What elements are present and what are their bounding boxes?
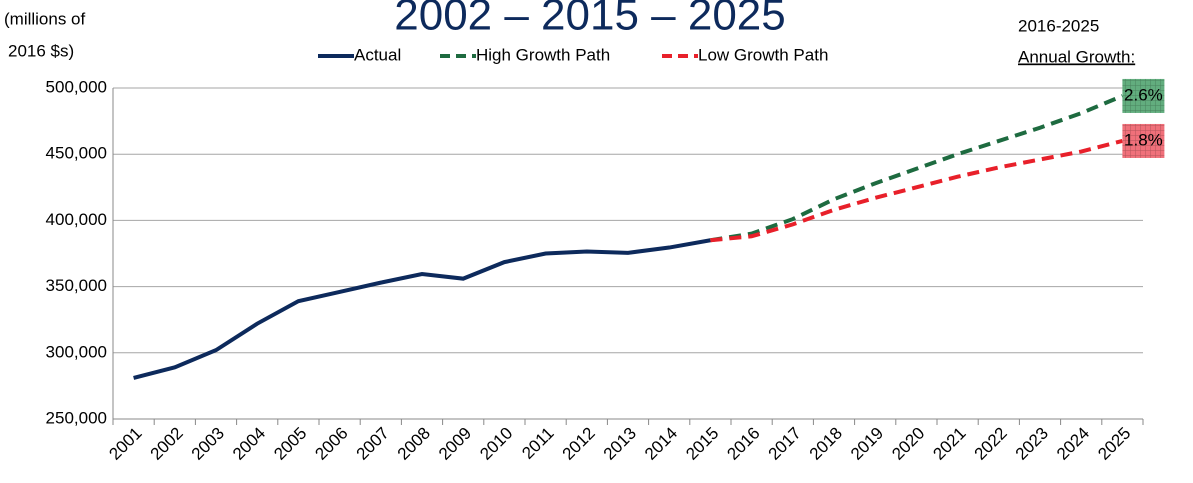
series-line	[710, 139, 1123, 243]
x-tick-label: 2024	[1053, 424, 1093, 464]
x-tick-label: 2014	[641, 424, 681, 464]
growth-label: 2.6%	[1124, 85, 1163, 104]
series-line	[710, 94, 1124, 243]
x-tick-label: 2010	[476, 424, 516, 464]
y-axis-label: (millions of	[4, 9, 86, 28]
x-tick-label: 2012	[559, 424, 599, 464]
x-tick-label: 2005	[270, 424, 310, 464]
growth-box-hatch	[1122, 123, 1165, 158]
x-tick-label: 2006	[311, 424, 351, 464]
x-tick-label: 2003	[188, 424, 228, 464]
x-tick-label: 2025	[1094, 424, 1134, 464]
x-tick-label: 2020	[888, 424, 928, 464]
y-tick-label: 400,000	[46, 210, 107, 229]
x-tick-label: 2023	[1012, 424, 1052, 464]
x-tick-label: 2004	[229, 424, 269, 464]
annotation: Annual Growth:	[1018, 47, 1135, 66]
y-tick-label: 350,000	[46, 276, 107, 295]
y-tick-label: 300,000	[46, 342, 107, 361]
y-tick-label: 500,000	[46, 77, 107, 96]
series-line	[133, 238, 711, 380]
x-tick-label: 2017	[765, 424, 805, 464]
x-tick-label: 2013	[600, 424, 640, 464]
x-tick-label: 2019	[847, 424, 887, 464]
x-tick-label: 2007	[353, 424, 393, 464]
x-tick-label: 2001	[105, 424, 145, 464]
y-tick-label: 250,000	[46, 408, 107, 427]
x-tick-label: 2021	[929, 424, 969, 464]
y-tick-label: 450,000	[46, 144, 107, 163]
chart-title: 2002 – 2015 – 2025	[394, 0, 786, 40]
x-tick-label: 2015	[682, 424, 722, 464]
growth-label: 1.8%	[1124, 130, 1163, 149]
x-tick-label: 2018	[806, 424, 846, 464]
x-tick-label: 2008	[394, 424, 434, 464]
x-tick-label: 2011	[518, 424, 557, 463]
x-tick-label: 2009	[435, 424, 475, 464]
annotation: 2016-2025	[1018, 16, 1099, 35]
y-axis-label: 2016 $s)	[8, 41, 74, 60]
legend-label: Actual	[354, 45, 401, 64]
x-tick-label: 2016	[723, 424, 763, 464]
x-tick-label: 2002	[147, 424, 187, 464]
legend-label: High Growth Path	[476, 45, 610, 64]
growth-box-hatch	[1122, 78, 1165, 113]
x-tick-label: 2022	[971, 424, 1011, 464]
legend-label: Low Growth Path	[698, 45, 828, 64]
